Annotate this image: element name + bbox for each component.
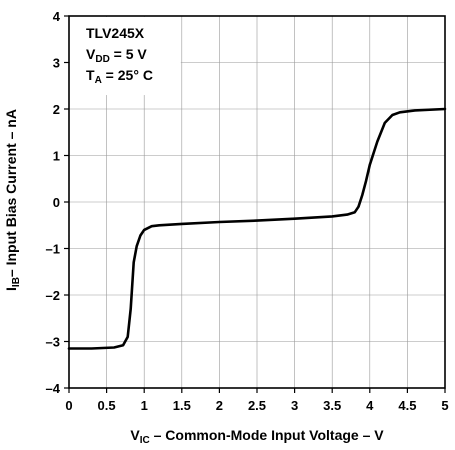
y-tick-label: 2	[53, 102, 60, 117]
y-tick-label: 3	[53, 56, 60, 71]
x-tick-label: 0.5	[98, 398, 116, 413]
x-tick-label: 0	[65, 398, 72, 413]
x-tick-label: 5	[441, 398, 448, 413]
series-line	[67, 107, 447, 350]
annotation-vdd: VDD = 5 V	[86, 46, 147, 65]
y-tick-label: 4	[53, 9, 61, 24]
x-tick-label: 3	[291, 398, 298, 413]
y-tick-label: –1	[46, 242, 60, 257]
x-tick-label: 2.5	[248, 398, 266, 413]
x-axis-label: VIC – Common-Mode Input Voltage – V	[130, 427, 384, 446]
y-tick-label: –4	[46, 381, 61, 396]
annotation-background	[70, 17, 181, 96]
y-tick-label: –2	[46, 288, 60, 303]
x-tick-labels: 0 0.5 1 1.5 2 2.5 3 3.5 4 4.5 5	[65, 398, 448, 413]
y-tick-label: –3	[46, 335, 60, 350]
x-tick-label: 1	[141, 398, 148, 413]
x-tick-label: 4.5	[398, 398, 416, 413]
x-tick-label: 3.5	[323, 398, 341, 413]
annotation-ta: TA = 25° C	[86, 67, 153, 86]
grid-lines	[69, 16, 445, 388]
annotation-device: TLV245X	[86, 25, 145, 41]
x-tick-label: 4	[366, 398, 374, 413]
y-tick-labels: –4 –3 –2 –1 0 1 2 3 4	[46, 9, 61, 396]
y-tick-label: 0	[53, 195, 60, 210]
x-tick-label: 2	[216, 398, 223, 413]
tick-marks	[64, 15, 446, 393]
y-tick-label: 1	[53, 149, 60, 164]
y-axis-label: IIB– Input Bias Current – nA	[3, 109, 22, 291]
x-tick-label: 1.5	[173, 398, 191, 413]
